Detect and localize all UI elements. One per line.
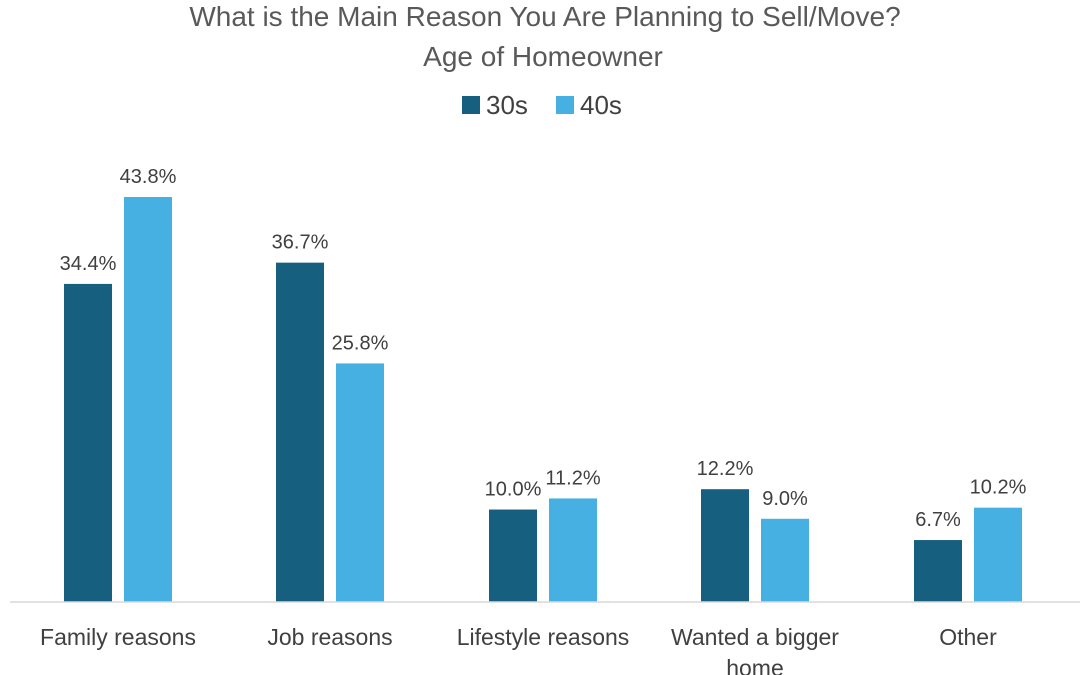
data-label-30s-0: 34.4% (60, 253, 117, 275)
data-labels-group: 34.4% 43.8% 36.7% 25.8% 10.0%11.2% 12.2% 9.0% 6… (60, 166, 1027, 531)
category-label-4: Other (939, 624, 997, 650)
legend-swatch-30s (462, 96, 480, 114)
category-label-3-line-2: home (726, 655, 784, 675)
bar-40s-2 (549, 498, 597, 602)
chart-subtitle: Age of Homeowner (423, 41, 663, 72)
legend-label-30s: 30s (486, 90, 528, 120)
bar-30s-2 (489, 509, 537, 602)
bar-30s-0 (64, 283, 112, 602)
data-label-40s-2: 11.2% (545, 467, 600, 489)
category-labels-group: Family reasons Job reasons Lifestyle reaso… (40, 624, 997, 675)
category-label-3: Wanted a bigger (671, 624, 839, 650)
data-label-30s-4: 6.7% (915, 509, 961, 531)
bar-40s-3 (761, 518, 809, 602)
data-label-40s-4: 10.2% (970, 477, 1027, 499)
data-label-40s-0: 43.8% (120, 166, 177, 188)
bar-40s-0 (124, 197, 172, 602)
bar-40s-1 (336, 363, 384, 602)
data-label-30s-1: 36.7% (272, 232, 329, 254)
legend: 30s 40s (462, 90, 622, 120)
category-label-0: Family reasons (40, 624, 196, 650)
bar-40s-4 (974, 507, 1022, 602)
bars-group (64, 197, 1022, 602)
data-label-30s-2: 10.0% (485, 479, 542, 501)
bar-30s-1 (276, 262, 324, 602)
legend-label-40s: 40s (580, 90, 622, 120)
category-label-1: Job reasons (267, 624, 392, 650)
bar-30s-3 (701, 489, 749, 602)
legend-swatch-40s (556, 96, 574, 114)
data-label-40s-3: 9.0% (762, 488, 808, 510)
data-label-40s-1: 25.8% (332, 332, 389, 354)
data-label-30s-3: 12.2% (697, 458, 754, 480)
bar-30s-4 (914, 540, 962, 602)
chart-title: What is the Main Reason You Are Planning… (189, 1, 900, 32)
category-label-2: Lifestyle reasons (457, 624, 630, 650)
